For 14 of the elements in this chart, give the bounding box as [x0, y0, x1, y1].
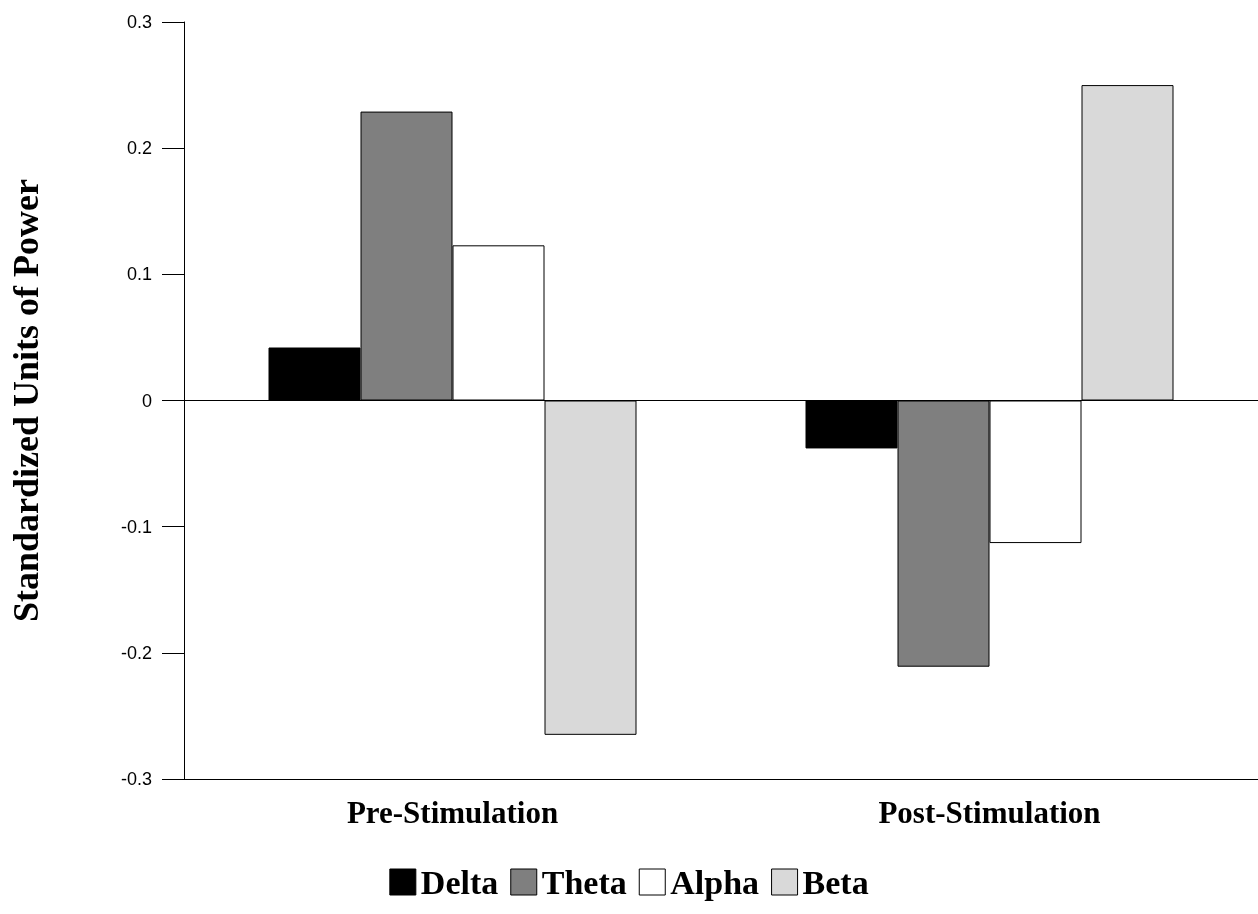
y-tick-label: 0.3	[126, 12, 152, 32]
x-tick-label: Pre-Stimulation	[346, 795, 559, 830]
y-axis-title: Standardized Units of Power	[6, 178, 46, 622]
x-tick-label: Post-Stimulation	[878, 795, 1101, 830]
y-tick-label: -0.3	[120, 769, 152, 789]
y-tick-label: 0	[141, 390, 152, 411]
y-tick-label: 0.1	[126, 264, 152, 285]
legend-label: Delta	[420, 863, 499, 901]
y-tick-label: -0.1	[120, 516, 152, 537]
legend-label: Alpha	[670, 863, 760, 901]
legend-label: Theta	[541, 863, 627, 901]
legend-label: Beta	[802, 863, 869, 901]
y-tick-label: 0.2	[126, 138, 152, 159]
y-tick-label: -0.2	[120, 642, 152, 663]
